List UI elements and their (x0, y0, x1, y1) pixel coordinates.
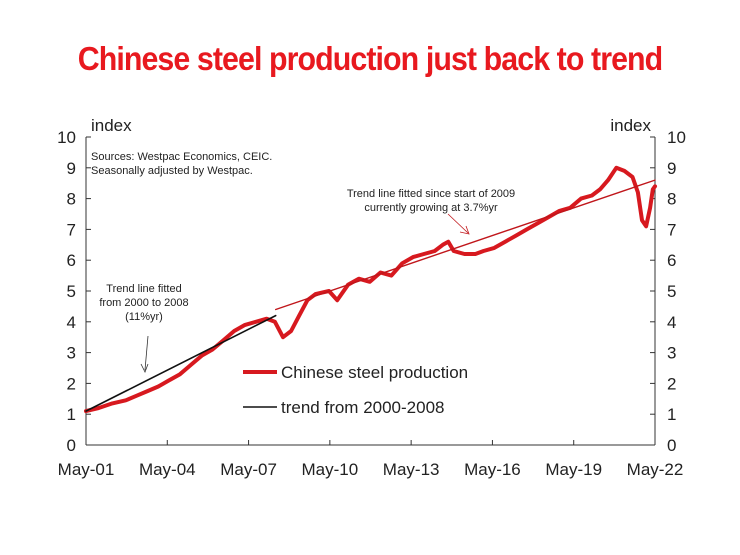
legend-label: Chinese steel production (281, 363, 468, 382)
steel-production-line (84, 165, 657, 414)
x-tick-label: May-01 (58, 460, 115, 479)
annotation-arrow (144, 335, 149, 371)
x-tick-label: May-22 (627, 460, 684, 479)
y-tick-label-right: 2 (667, 374, 676, 393)
chart-title: Chinese steel production just back to tr… (77, 40, 664, 77)
y-tick-label-left: 0 (67, 436, 76, 455)
y-tick-label-left: 4 (67, 313, 76, 332)
y-tick-label-right: 9 (667, 159, 676, 178)
legend-label: trend from 2000-2008 (281, 398, 445, 417)
annotation-2000-2008: Trend line fitted (106, 283, 181, 295)
annotation-arrow (447, 213, 469, 234)
x-tick-label: May-19 (545, 460, 602, 479)
annotation-2000-2008: from 2000 to 2008 (99, 297, 188, 309)
annotation-arrowhead (459, 225, 470, 235)
y-tick-label-left: 2 (67, 374, 76, 393)
source-note: Sources: Westpac Economics, CEIC. (91, 151, 272, 163)
y-tick-label-right: 4 (667, 313, 676, 332)
annotation-since-2009: Trend line fitted since start of 2009 (347, 188, 515, 200)
y-axis-unit-left: index (91, 116, 132, 135)
annotation-arrowhead (140, 363, 149, 373)
x-tick-label: May-16 (464, 460, 521, 479)
annotation-2000-2008: (11%yr) (125, 311, 163, 323)
x-tick-label: May-07 (220, 460, 277, 479)
labels-layer: 0 0 1 1 2 2 3 3 4 4 5 5 6 6 7 7 8 8 9 9 10 10 May-01 May-04 May-… (57, 116, 686, 479)
x-tick-label: May-10 (302, 460, 359, 479)
x-tick-label: May-13 (383, 460, 440, 479)
x-tick-label: May-04 (139, 460, 196, 479)
seasonal-note: Seasonally adjusted by Westpac. (91, 165, 253, 177)
y-tick-label-left: 1 (67, 405, 76, 424)
y-tick-label-left: 9 (67, 159, 76, 178)
y-tick-label-left: 10 (57, 128, 76, 147)
y-tick-label-left: 3 (67, 344, 76, 363)
trend-2000-2008-line (85, 314, 277, 412)
y-tick-label-left: 7 (67, 220, 76, 239)
y-tick-label-right: 6 (667, 251, 676, 270)
trend-since-2009-line (275, 179, 656, 311)
y-tick-label-left: 5 (67, 282, 76, 301)
y-tick-label-right: 1 (667, 405, 676, 424)
y-tick-label-right: 0 (667, 436, 676, 455)
y-tick-label-left: 6 (67, 251, 76, 270)
y-tick-label-right: 8 (667, 190, 676, 209)
y-tick-label-left: 8 (67, 190, 76, 209)
series-layer (84, 165, 657, 414)
y-axis-unit-right: index (610, 116, 651, 135)
y-tick-label-right: 5 (667, 282, 676, 301)
y-tick-label-right: 10 (667, 128, 686, 147)
y-tick-label-right: 3 (667, 344, 676, 363)
y-tick-label-right: 7 (667, 220, 676, 239)
annotation-since-2009: currently growing at 3.7%yr (364, 202, 498, 214)
